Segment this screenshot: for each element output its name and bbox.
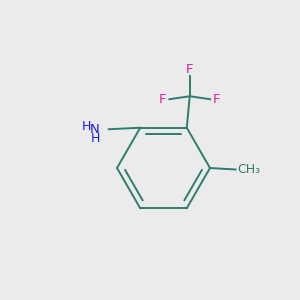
Text: H: H <box>91 132 101 145</box>
Text: F: F <box>186 63 194 76</box>
Text: CH₃: CH₃ <box>237 163 260 176</box>
Text: F: F <box>159 93 166 106</box>
Text: H: H <box>81 120 91 133</box>
Text: N: N <box>89 123 99 136</box>
Text: F: F <box>213 93 220 106</box>
